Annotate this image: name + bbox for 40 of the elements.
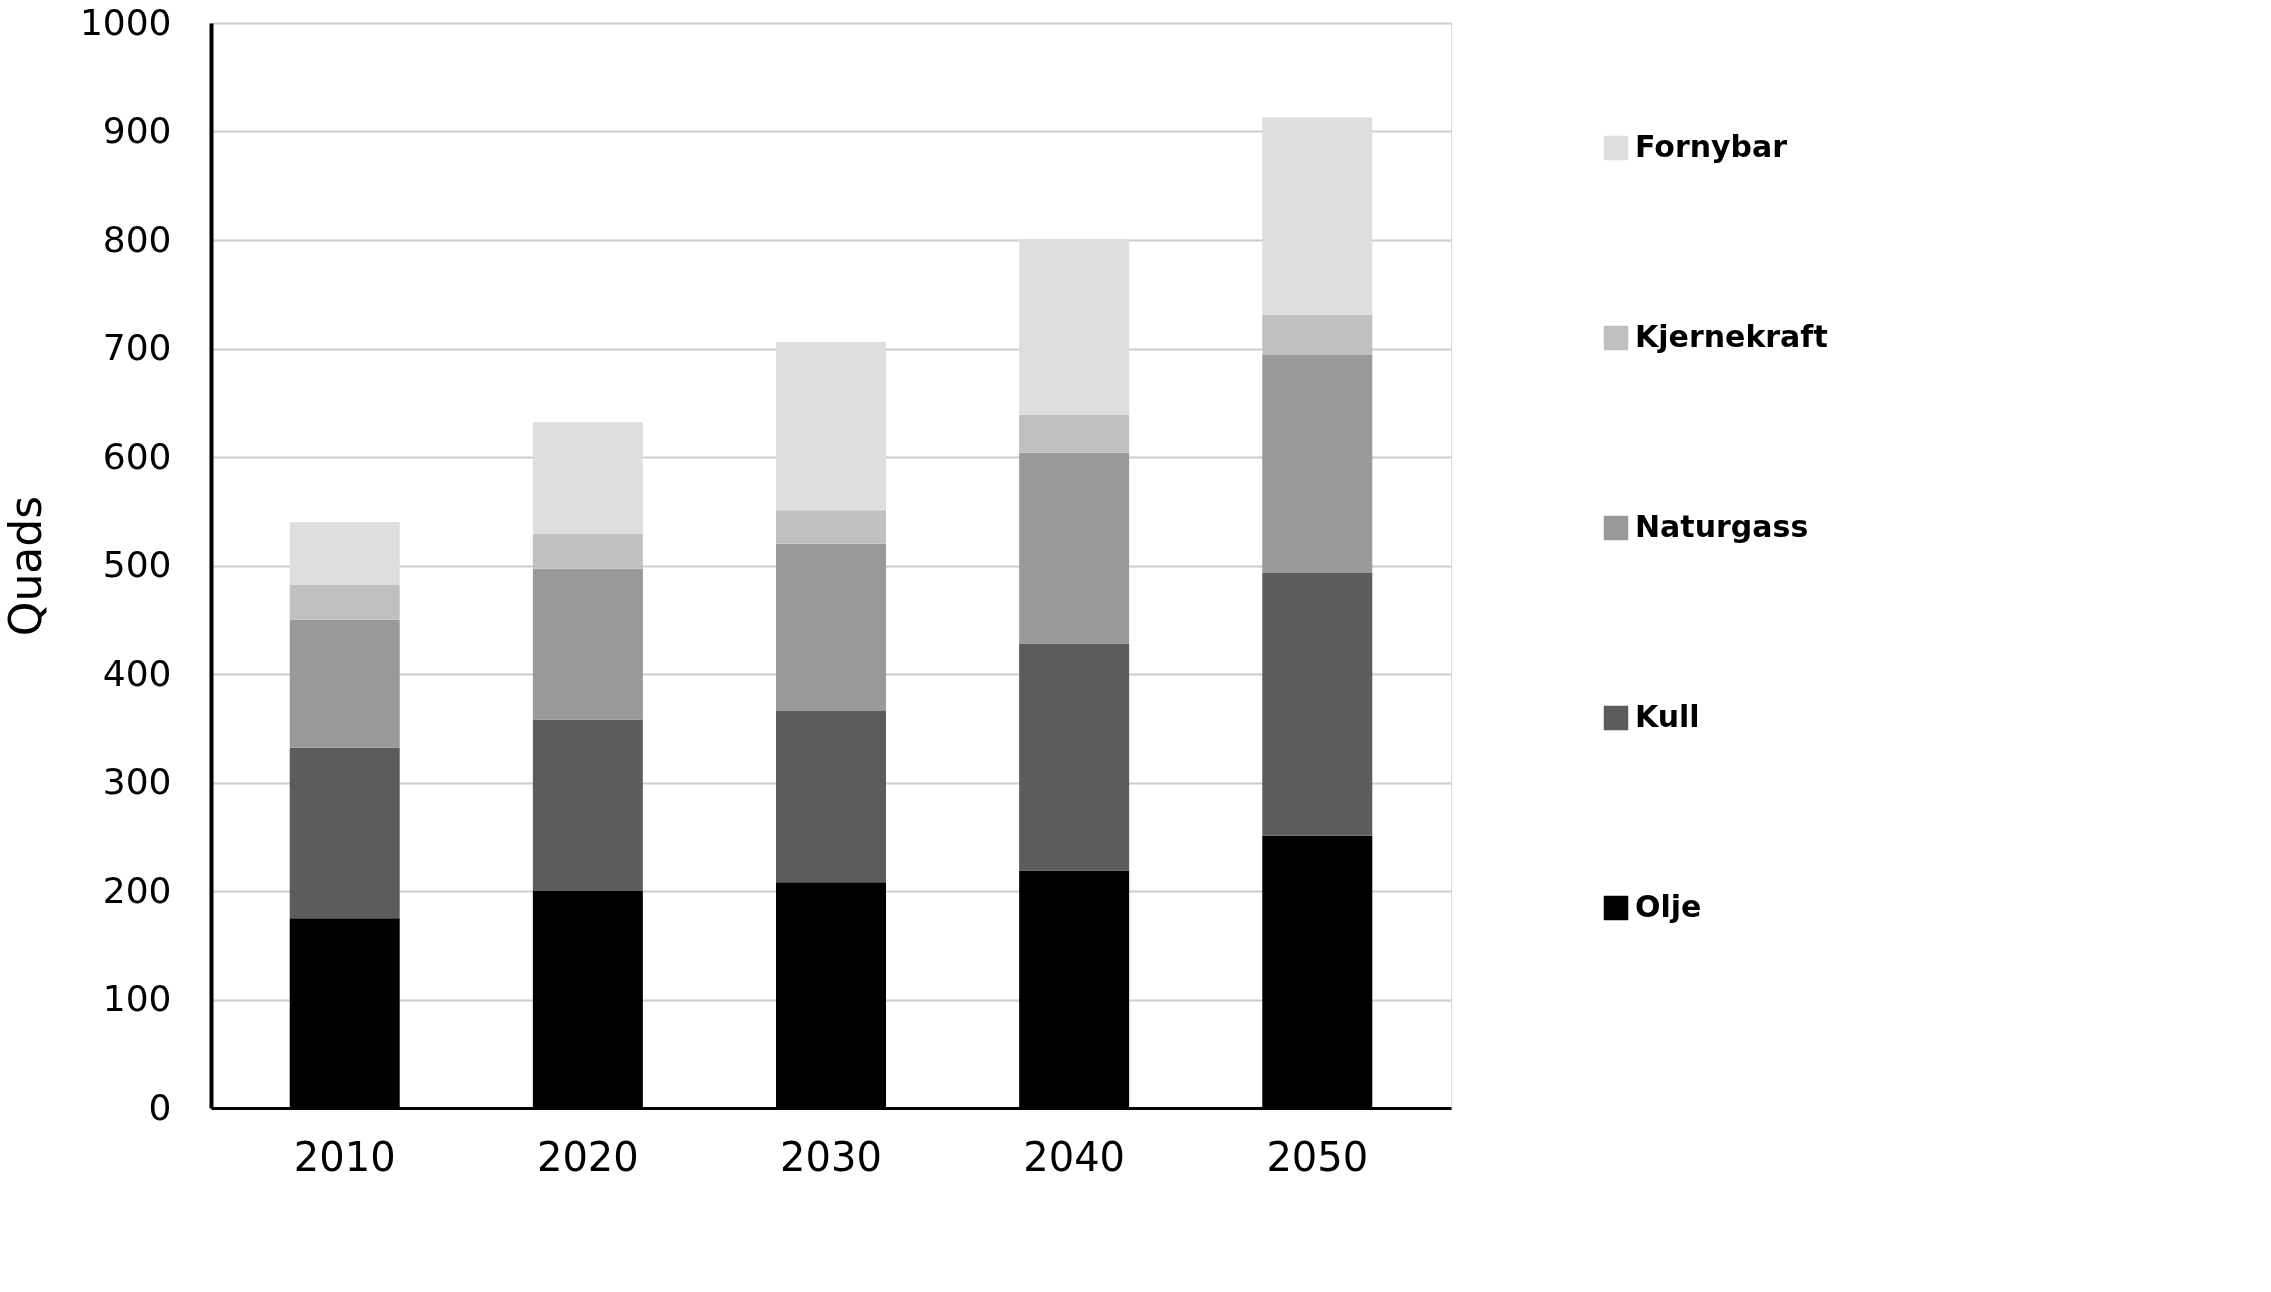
bar (776, 510, 886, 544)
bar (1019, 643, 1130, 871)
bar (776, 710, 886, 883)
bar (1019, 238, 1130, 415)
bar (1262, 355, 1373, 574)
y-tick-label: 100 (102, 978, 172, 1019)
bar (532, 568, 643, 720)
y-tick-label: 900 (102, 110, 172, 151)
bar (289, 585, 400, 620)
x-tick-label: 2010 (293, 1133, 396, 1180)
bar (776, 543, 886, 711)
bar (289, 747, 400, 919)
legend-label: Naturgass (1635, 509, 1809, 544)
legend-label: Kull (1635, 699, 1700, 734)
bar (532, 422, 643, 535)
y-tick-label: 400 (102, 652, 172, 694)
y-tick-label: 600 (102, 435, 172, 477)
bar (532, 719, 643, 891)
y-axis-title: Quads (0, 495, 51, 637)
y-tick-label: 1000 (79, 1, 172, 43)
legend-label: Olje (1635, 889, 1702, 924)
y-tick-label: 800 (102, 218, 172, 260)
legend-label: Kjernekraft (1635, 319, 1828, 354)
bar (1262, 573, 1373, 836)
y-tick-label: 0 (148, 1086, 172, 1128)
bar (1019, 452, 1130, 644)
y-tick-label: 300 (102, 761, 172, 802)
legend-label: Fornybar (1635, 129, 1788, 164)
bar (289, 619, 400, 748)
x-tick-label: 2020 (536, 1133, 639, 1180)
bar (289, 522, 400, 586)
x-tick-label: 2030 (780, 1133, 882, 1180)
bar (1262, 117, 1373, 315)
y-tick-label: 500 (102, 544, 172, 585)
bar (1019, 414, 1130, 453)
x-tick-label: 2050 (1266, 1133, 1369, 1180)
x-tick-label: 2040 (1023, 1133, 1126, 1180)
bar (776, 341, 886, 511)
y-tick-label: 200 (102, 869, 172, 911)
y-tick-label: 700 (102, 327, 172, 368)
